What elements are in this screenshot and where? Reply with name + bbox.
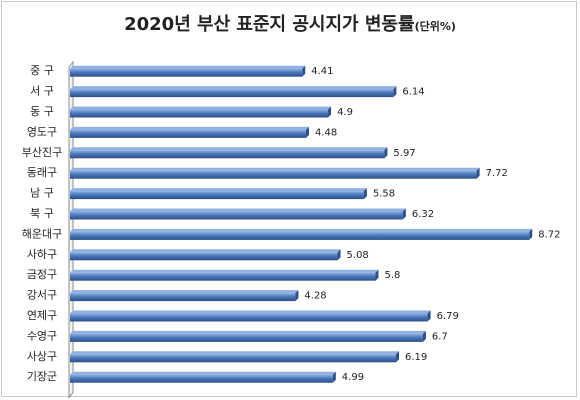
category-label-12: 강서구 xyxy=(27,289,57,302)
unit-label: (단위%) xyxy=(414,20,456,33)
value-label-7: 5.58 xyxy=(373,189,395,200)
value-label-1: 4.41 xyxy=(311,66,333,77)
value-label-16: 4.99 xyxy=(342,372,364,383)
value-label-6: 7.72 xyxy=(486,168,508,179)
bar-11 xyxy=(70,269,379,281)
category-label-10: 사하구 xyxy=(27,247,57,261)
category-label-6: 동래구 xyxy=(27,166,57,179)
category-label-4: 영도구 xyxy=(27,125,57,138)
value-label-2: 6.14 xyxy=(402,87,424,98)
category-label-11: 금정구 xyxy=(27,268,57,281)
value-label-4: 4.48 xyxy=(315,127,337,138)
category-label-7: 남 구 xyxy=(30,187,54,200)
bar-12 xyxy=(70,290,299,302)
category-label-5: 부산진구 xyxy=(22,146,62,159)
value-label-13: 6.79 xyxy=(437,311,459,322)
bar-8 xyxy=(70,208,406,220)
bar-5 xyxy=(70,147,388,159)
value-label-12: 4.28 xyxy=(304,291,326,302)
value-label-3: 4.9 xyxy=(337,107,353,118)
category-label-8: 북 구 xyxy=(30,207,54,220)
category-label-9: 해운대구 xyxy=(22,226,62,240)
category-label-16: 기장군 xyxy=(27,370,57,383)
bar-14 xyxy=(70,330,426,342)
bar-7 xyxy=(70,188,367,200)
value-label-8: 6.32 xyxy=(412,209,434,220)
value-label-11: 5.8 xyxy=(384,270,400,281)
value-label-9: 8.72 xyxy=(538,229,560,240)
category-label-14: 수영구 xyxy=(27,329,57,342)
value-label-10: 5.08 xyxy=(347,250,369,261)
bar-13 xyxy=(70,310,431,322)
bar-2 xyxy=(70,86,397,98)
value-label-5: 5.97 xyxy=(393,148,415,159)
bar-4 xyxy=(70,126,309,138)
title-text: 2020년 부산 표준지 공시지가 변동률 xyxy=(124,14,415,35)
bars xyxy=(70,65,533,383)
bar-6 xyxy=(70,167,480,179)
category-label-2: 서 구 xyxy=(30,85,54,98)
category-label-13: 연제구 xyxy=(27,309,57,322)
value-label-15: 6.19 xyxy=(405,352,427,363)
bar-1 xyxy=(70,65,306,77)
bar-9 xyxy=(70,228,533,240)
category-label-15: 사상구 xyxy=(27,350,57,363)
category-label-1: 중 구 xyxy=(30,64,54,77)
bar-16 xyxy=(70,371,336,383)
value-labels: 4.41 6.14 4.94.48 5.97 7.72 5.58 6.32 8.72 5.08 5… xyxy=(304,66,560,383)
bar-3 xyxy=(70,106,332,118)
bar-15 xyxy=(70,351,400,363)
chart-title: 2020년 부산 표준지 공시지가 변동률(단위%) xyxy=(0,10,580,36)
bar-10 xyxy=(70,249,341,261)
value-label-14: 6.7 xyxy=(432,331,448,342)
category-label-3: 동 구 xyxy=(30,105,54,118)
